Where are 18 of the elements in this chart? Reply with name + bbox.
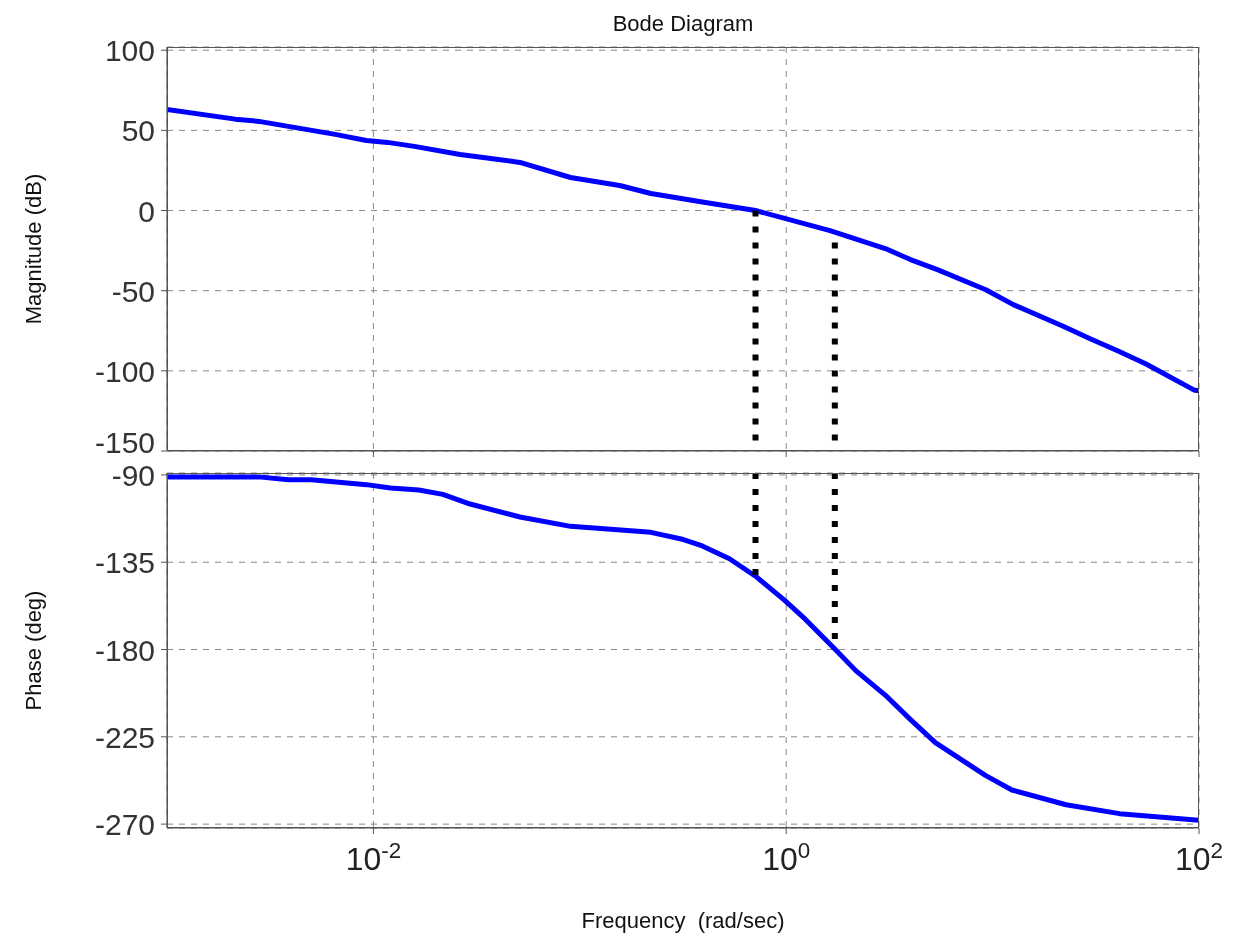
- y-tick-label: -135: [94, 546, 155, 580]
- y-tick-label: -150: [94, 426, 155, 459]
- chart-title: Bode Diagram: [611, 11, 755, 37]
- y-axis-title: Magnitude (dB): [20, 173, 46, 325]
- x-tick-label: 10$^{-2}$: [345, 837, 402, 877]
- x-tick-label: 10$^{2}$: [1174, 837, 1224, 877]
- y-tick-label: 0: [138, 194, 155, 228]
- y-tick-label: -180: [94, 633, 155, 667]
- y-axis-title: Phase (deg): [20, 590, 46, 711]
- y-tick-label: -225: [94, 720, 155, 754]
- y-tick-label: 50: [121, 114, 155, 148]
- y-tick-label: -100: [94, 354, 155, 388]
- x-tick-label: 10$^{0}$: [762, 837, 811, 877]
- y-tick-label: -90: [111, 458, 155, 492]
- y-tick-label: -50: [111, 274, 155, 308]
- x-axis-title: Frequency (rad/sec): [580, 908, 786, 934]
- y-tick-label: 100: [104, 34, 155, 68]
- y-tick-label: -270: [94, 808, 155, 842]
